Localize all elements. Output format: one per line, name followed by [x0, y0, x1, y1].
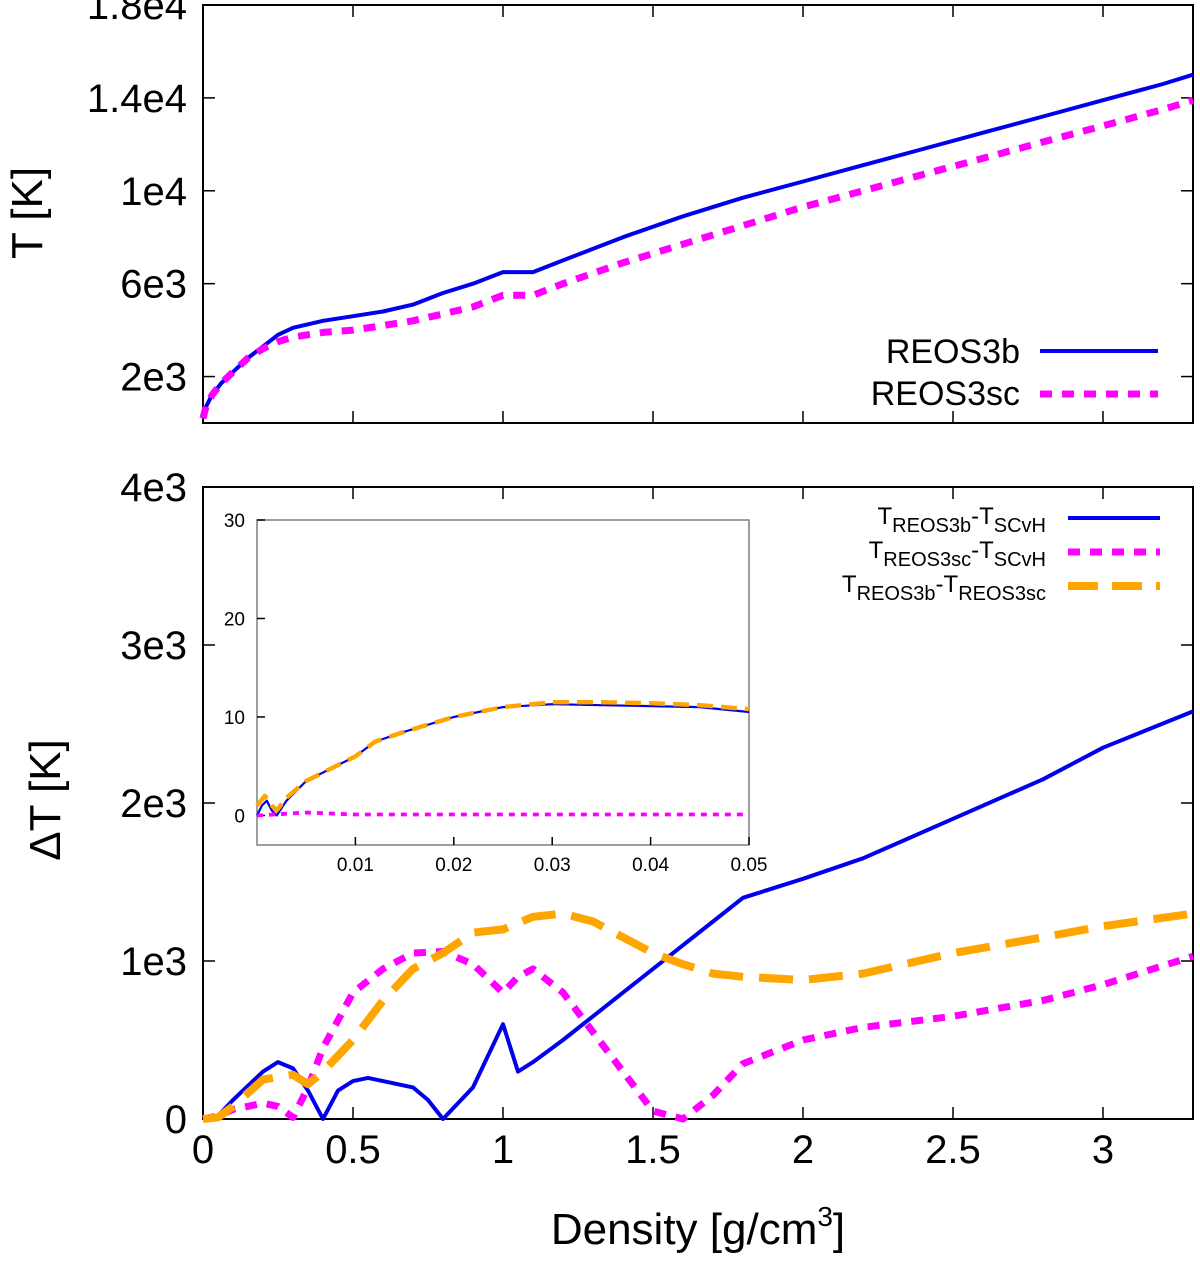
inset-y-tick-label: 30: [224, 511, 245, 532]
bottom-x-tick-label: 0.5: [325, 1128, 381, 1172]
x-axis-label-main: Density [g/cm: [551, 1205, 818, 1254]
inset-x-tick-label: 0.03: [534, 855, 571, 876]
top-y-tick-label: 1.8e4: [87, 0, 187, 28]
bottom-legend: TREOS3b-TSCvH TREOS3sc-TSCvH TREOS3b-TRE…: [842, 503, 1160, 605]
top-y-tick-label: 6e3: [120, 263, 187, 307]
bottom-x-ticks: 0 0.5 1 1.5 2 2.5 3: [192, 487, 1114, 1172]
bottom-series: [202, 709, 1195, 1123]
inset-series-treos3b-tscvh: [256, 703, 750, 817]
inset-y-tick-label: 10: [224, 708, 245, 729]
x-axis-label: Density [g/cm3]: [551, 1201, 845, 1254]
inset-series: [255, 700, 750, 818]
x-axis-label-end: ]: [833, 1205, 845, 1254]
top-y-tick-label: 1e4: [120, 170, 187, 214]
x-axis-label-sup: 3: [817, 1201, 833, 1232]
bottom-series-treos3b-treos3sc: [202, 909, 1194, 1123]
top-y-axis-label: T [K]: [3, 167, 52, 259]
inset-panel: 0.01 0.02 0.03 0.04 0.05 0 10 20 30: [224, 511, 768, 876]
top-y-tick-label: 1.4e4: [87, 77, 187, 121]
bottom-x-tick-label: 1: [492, 1128, 514, 1172]
top-y-tick-label: 2e3: [120, 356, 187, 400]
inset-x-tick-label: 0.05: [731, 855, 768, 876]
top-x-ticks: [202, 5, 1104, 423]
top-legend: REOS3b REOS3sc: [871, 333, 1158, 413]
top-series-reos3b: [201, 72, 1194, 419]
legend-label-reos3b-scvh: TREOS3b-TSCvH: [878, 503, 1047, 537]
inset-series-treos3sc-tscvh: [256, 810, 749, 818]
top-series-reos3sc: [199, 96, 1195, 420]
bottom-y-tick-label: 1e3: [120, 940, 187, 984]
inset-x-tick-label: 0.01: [337, 855, 374, 876]
inset-x-tick-label: 0.04: [632, 855, 669, 876]
bottom-series-treos3sc-tscvh: [202, 948, 1195, 1123]
bottom-y-tick-label: 4e3: [120, 466, 187, 510]
bottom-panel: 0 0.5 1 1.5 2 2.5 3 0 1e3 2e3 3e3 4e3 ΔT [K] Densi…: [21, 466, 1195, 1254]
bottom-y-tick-label: 0: [165, 1098, 187, 1142]
top-frame: [202, 4, 1194, 424]
legend-label-reos3sc: REOS3sc: [871, 375, 1020, 413]
legend-label-reos3sc-scvh: TREOS3sc-TSCvH: [869, 537, 1046, 571]
bottom-x-tick-label: 2.5: [925, 1128, 981, 1172]
top-series: [199, 72, 1195, 420]
inset-y-tick-label: 20: [224, 609, 245, 630]
bottom-y-tick-label: 3e3: [120, 624, 187, 668]
bottom-x-tick-label: 0: [192, 1128, 214, 1172]
top-panel: 2e3 6e3 1e4 1.4e4 1.8e4 T [K] REOS3b REOS3sc: [3, 0, 1195, 424]
top-y-ticks: 2e3 6e3 1e4 1.4e4 1.8e4: [87, 0, 1193, 400]
inset-frame: [256, 519, 750, 846]
legend-label-reos3b-reos3sc: TREOS3b-TREOS3sc: [842, 571, 1046, 605]
bottom-y-ticks: 0 1e3 2e3 3e3 4e3: [120, 466, 1193, 1142]
bottom-x-tick-label: 3: [1092, 1128, 1114, 1172]
bottom-x-tick-label: 1.5: [625, 1128, 681, 1172]
inset-y-ticks: 0 10 20 30: [224, 511, 265, 827]
inset-series-treos3b-treos3sc: [255, 700, 750, 813]
inset-x-tick-label: 0.02: [435, 855, 472, 876]
inset-x-ticks: 0.01 0.02 0.03 0.04 0.05: [337, 837, 768, 876]
inset-y-tick-label: 0: [234, 806, 245, 827]
legend-label-reos3b: REOS3b: [886, 333, 1020, 371]
bottom-y-tick-label: 2e3: [120, 782, 187, 826]
bottom-y-axis-label: ΔT [K]: [21, 739, 70, 861]
bottom-x-tick-label: 2: [792, 1128, 814, 1172]
